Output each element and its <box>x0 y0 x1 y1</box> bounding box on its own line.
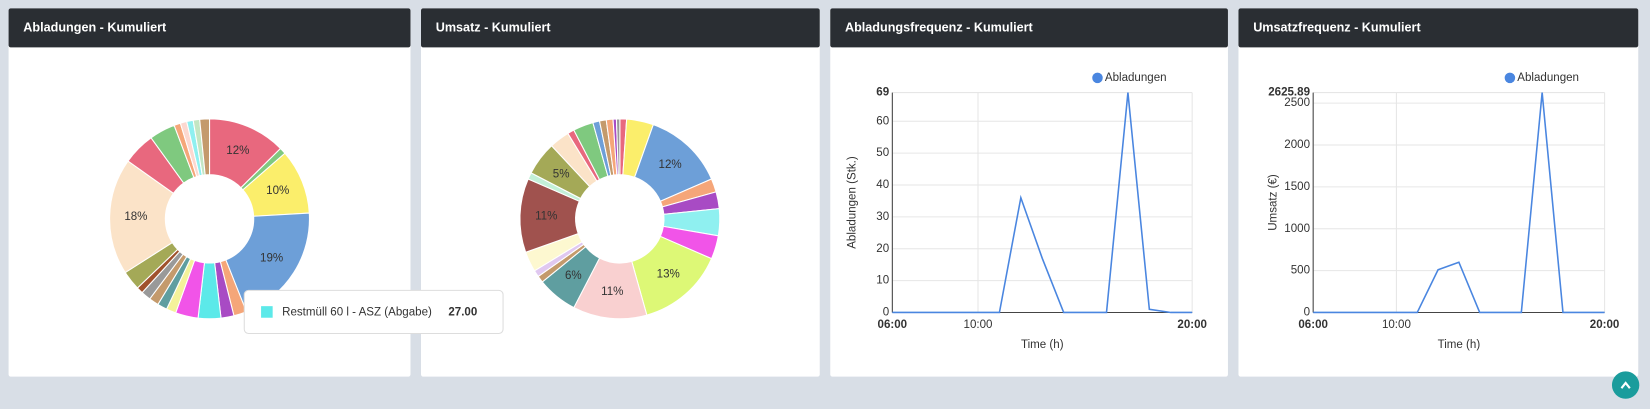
y-axis-title: Abladungen (Stk.) <box>846 156 858 249</box>
slice-label: 6% <box>565 270 582 282</box>
y-tick-label: 40 <box>876 179 889 191</box>
slice-label: 12% <box>226 145 249 157</box>
y-tick-label: 2625.89 <box>1268 87 1310 99</box>
panel <box>1238 8 1639 377</box>
panel-header <box>1238 8 1639 48</box>
y-tick-label: 60 <box>876 115 889 127</box>
y-tick-label: 2000 <box>1284 139 1310 151</box>
y-tick-label: 50 <box>876 147 889 159</box>
legend-marker <box>1092 72 1103 84</box>
slice-label: 12% <box>659 159 682 171</box>
slice-label: 5% <box>553 168 570 180</box>
y-tick-label: 1000 <box>1284 223 1310 235</box>
slice-label: 11% <box>535 210 557 222</box>
tooltip-label: Restmüll 60 l - ASZ (Abgabe) <box>282 307 432 319</box>
pie-slice <box>109 160 175 274</box>
tooltip <box>243 289 504 335</box>
legend-label: Abladungen <box>1517 72 1579 84</box>
x-tick-label: 06:00 <box>1298 319 1328 331</box>
panel <box>8 8 411 377</box>
scroll-top-icon <box>1620 381 1631 389</box>
panel-header <box>830 8 1228 48</box>
y-tick-label: 2500 <box>1284 97 1310 109</box>
panel <box>421 8 820 377</box>
y-tick-label: 500 <box>1291 265 1310 277</box>
x-tick-label: 20:00 <box>1590 319 1620 331</box>
slice-label: 19% <box>260 252 283 264</box>
y-tick-label: 0 <box>883 307 889 319</box>
line-series <box>1313 92 1605 314</box>
slice-label: 13% <box>657 268 680 280</box>
panel-title: Abladungsfrequenz - Kumuliert <box>845 21 1034 35</box>
y-tick-label: 1500 <box>1284 181 1310 193</box>
tooltip-value: 27.00 <box>448 307 477 319</box>
x-tick-label: 20:00 <box>1177 319 1207 331</box>
x-tick-label: 10:00 <box>1382 319 1411 331</box>
y-tick-label: 69 <box>876 87 889 99</box>
slice-label: 18% <box>124 211 147 223</box>
slice-label: 11% <box>601 286 623 298</box>
panel-title: Abladungen - Kumuliert <box>23 21 167 35</box>
pie-slice <box>199 118 211 176</box>
panel-title: Umsatz - Kumuliert <box>436 21 552 35</box>
legend-marker <box>1504 72 1516 84</box>
pie-slice <box>615 118 621 176</box>
tooltip-swatch <box>261 306 273 318</box>
scroll-top-button[interactable] <box>1611 371 1640 399</box>
y-axis-title: Umsatz (€) <box>1267 174 1279 231</box>
y-tick-label: 0 <box>1304 307 1310 319</box>
panel-header <box>421 8 820 48</box>
y-tick-label: 20 <box>876 243 889 255</box>
legend-label: Abladungen <box>1105 72 1167 84</box>
panel-title: Umsatzfrequenz - Kumuliert <box>1253 21 1421 35</box>
y-tick-label: 30 <box>876 211 889 223</box>
x-tick-label: 10:00 <box>964 319 993 331</box>
y-tick-label: 10 <box>876 275 889 287</box>
x-axis-title: Time (h) <box>1438 339 1481 351</box>
x-tick-label: 06:00 <box>878 319 908 331</box>
panel-header <box>8 8 411 48</box>
line-series <box>892 92 1193 314</box>
x-axis-title: Time (h) <box>1021 339 1064 351</box>
slice-label: 10% <box>266 185 289 197</box>
